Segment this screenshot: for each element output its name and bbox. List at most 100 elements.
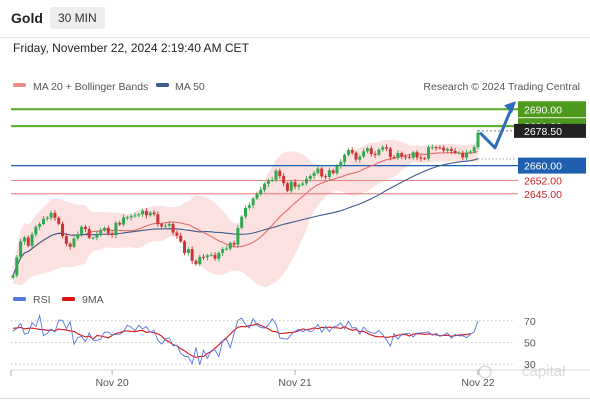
candle-body — [255, 193, 259, 199]
candle-body — [163, 225, 167, 227]
candle — [236, 225, 240, 248]
candle — [419, 154, 423, 162]
level-2645-00-tag-label: 2645.00 — [524, 189, 562, 201]
candle — [381, 145, 385, 152]
candle-body — [434, 147, 438, 149]
candle-body — [438, 147, 442, 149]
rsi-ma-line — [12, 323, 471, 359]
candle — [186, 246, 190, 256]
candle-body — [209, 254, 213, 256]
candle-body — [346, 150, 350, 155]
candle — [301, 181, 305, 187]
candle — [312, 170, 316, 180]
candle — [472, 145, 476, 154]
candle-body — [461, 152, 465, 158]
candle — [15, 255, 19, 278]
candle-body — [213, 254, 217, 259]
candle — [320, 167, 324, 179]
candle-body — [141, 210, 145, 215]
candle-body — [224, 248, 228, 250]
candle — [167, 221, 171, 228]
candle — [144, 208, 148, 219]
candle-body — [274, 170, 278, 180]
candle — [64, 233, 68, 247]
candle — [61, 221, 65, 239]
rsi-legend: RSI 9MA — [13, 294, 104, 306]
candle — [217, 251, 221, 262]
candle-body — [34, 226, 38, 235]
candle — [129, 213, 133, 221]
candle-body — [457, 152, 461, 154]
candle — [76, 231, 80, 241]
x-tick-label: Nov 21 — [278, 377, 311, 389]
candle-body — [465, 152, 469, 158]
candle-body — [83, 226, 87, 230]
candle — [156, 211, 160, 227]
candle-body — [316, 168, 320, 173]
candle — [369, 146, 373, 157]
candle — [160, 222, 164, 230]
candle-body — [156, 214, 160, 225]
candle-body — [365, 148, 369, 152]
projection-arrow — [478, 108, 513, 150]
candle-body — [324, 176, 328, 178]
candle-body — [377, 149, 381, 155]
candle — [91, 236, 95, 240]
candle — [304, 176, 308, 186]
candle-body — [404, 156, 408, 158]
candle-body — [278, 170, 282, 177]
candle-body — [293, 181, 297, 187]
candle-body — [285, 183, 289, 191]
candle — [350, 147, 354, 155]
candle-body — [263, 183, 267, 190]
candle — [110, 230, 114, 238]
x-tick-label: Nov 22 — [461, 377, 494, 389]
candle-body — [343, 154, 347, 162]
candle-body — [297, 184, 301, 187]
candle-body — [160, 224, 164, 227]
candle-body — [202, 256, 206, 258]
candle — [278, 168, 282, 179]
candle — [87, 226, 91, 240]
candle-body — [240, 216, 244, 228]
candle — [221, 246, 225, 257]
candle — [316, 165, 320, 175]
watermark: capital — [478, 363, 565, 380]
candle — [282, 173, 286, 187]
ma50-legend-swatch — [156, 83, 169, 87]
candle — [179, 232, 183, 243]
rsi-ma-legend-swatch — [62, 297, 75, 301]
candle-body — [19, 241, 23, 258]
header-bar: Gold 30 MIN — [0, 0, 590, 38]
level-2660-00-tag-label: 2660.00 — [524, 161, 562, 173]
candle — [49, 210, 53, 221]
candle — [327, 167, 331, 181]
candle — [34, 225, 38, 238]
candle-body — [282, 176, 286, 184]
candle — [224, 245, 228, 251]
level-2690-00-tag-label: 2690.00 — [524, 104, 562, 116]
candle — [205, 253, 209, 261]
timeframe-selector[interactable]: 30 MIN — [50, 7, 105, 29]
candle-body — [350, 150, 354, 153]
candle — [465, 149, 469, 161]
candle — [183, 239, 187, 256]
candle — [446, 147, 450, 154]
candle — [30, 231, 34, 248]
candle-body — [270, 179, 274, 181]
candle — [68, 242, 72, 250]
candle-body — [251, 198, 255, 206]
candle — [202, 254, 206, 260]
candle-body — [26, 237, 30, 246]
candle-body — [80, 226, 84, 235]
level-2652-00-tag-label: 2652.00 — [524, 176, 562, 188]
candle — [449, 146, 453, 155]
candle — [141, 208, 145, 217]
candle — [80, 225, 84, 237]
candle — [354, 151, 358, 163]
candle — [297, 183, 301, 190]
candle-body — [411, 152, 415, 158]
candle-body — [133, 215, 137, 217]
candle-body — [221, 249, 225, 253]
candle — [190, 246, 194, 264]
